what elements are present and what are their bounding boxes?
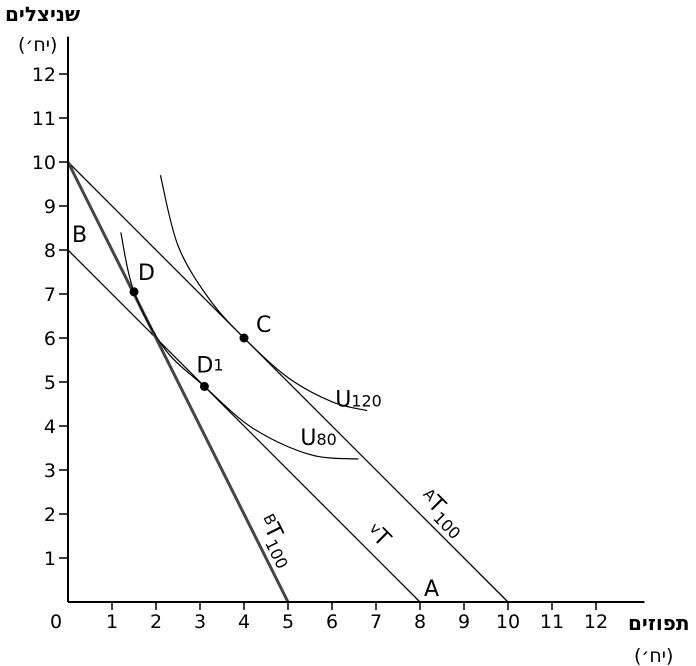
- y-axis-unit: (יח׳): [18, 34, 57, 56]
- point-d: [129, 287, 139, 297]
- x-tick-label-11: 11: [540, 611, 564, 633]
- y-tick-label-4: 4: [44, 416, 56, 438]
- x-tick-label-2: 2: [150, 611, 162, 633]
- y-tick-label-8: 8: [44, 240, 56, 262]
- point-d1: [199, 381, 209, 391]
- curve-label-u80: U80: [300, 426, 336, 451]
- indifference-curve-u80: [120, 232, 359, 460]
- budget-line-label-at100: AT100: [413, 484, 472, 543]
- point-label-c: C: [256, 313, 271, 338]
- budget-line-vt: [67, 249, 421, 603]
- budget-lines-group: [66, 161, 509, 603]
- budget-line-at100: [67, 161, 509, 603]
- x-axis-title: תפוזים: [628, 611, 690, 635]
- y-tick-label-6: 6: [44, 328, 56, 350]
- y-tick-label-9: 9: [44, 196, 56, 218]
- indifference-curves-group: [120, 175, 368, 460]
- x-tick-label-0: 0: [50, 611, 62, 633]
- point-c: [239, 333, 249, 343]
- budget-line-label-vt: vT: [362, 518, 396, 552]
- x-tick-label-9: 9: [458, 611, 470, 633]
- y-tick-label-10: 10: [32, 152, 56, 174]
- x-tick-label-8: 8: [414, 611, 426, 633]
- point-label-d1: D1: [196, 353, 223, 378]
- y-tick-label-1: 1: [44, 548, 56, 570]
- point-label-d: D: [138, 261, 155, 286]
- x-tick-label-3: 3: [194, 611, 206, 633]
- y-axis-title: שניצלים: [5, 2, 80, 26]
- y-tick-label-2: 2: [44, 504, 56, 526]
- y-tick-label-5: 5: [44, 372, 56, 394]
- x-tick-label-1: 1: [106, 611, 118, 633]
- x-tick-label-10: 10: [496, 611, 520, 633]
- x-tick-label-12: 12: [584, 611, 608, 633]
- y-tick-label-12: 12: [32, 64, 56, 86]
- x-tick-label-4: 4: [238, 611, 250, 633]
- x-tick-label-7: 7: [370, 611, 382, 633]
- x-tick-label-6: 6: [326, 611, 338, 633]
- y-tick-label-7: 7: [44, 284, 56, 306]
- budget-line-bt100: [66, 161, 290, 603]
- y-tick-label-3: 3: [44, 460, 56, 482]
- x-tick-label-5: 5: [282, 611, 294, 633]
- x-axis-unit: (יח׳): [634, 645, 673, 666]
- points-group: [129, 287, 249, 391]
- curve-label-u120: U120: [335, 388, 382, 413]
- annotation-a: A: [424, 577, 439, 602]
- annotation-b: B: [72, 223, 87, 248]
- y-tick-label-11: 11: [32, 108, 56, 130]
